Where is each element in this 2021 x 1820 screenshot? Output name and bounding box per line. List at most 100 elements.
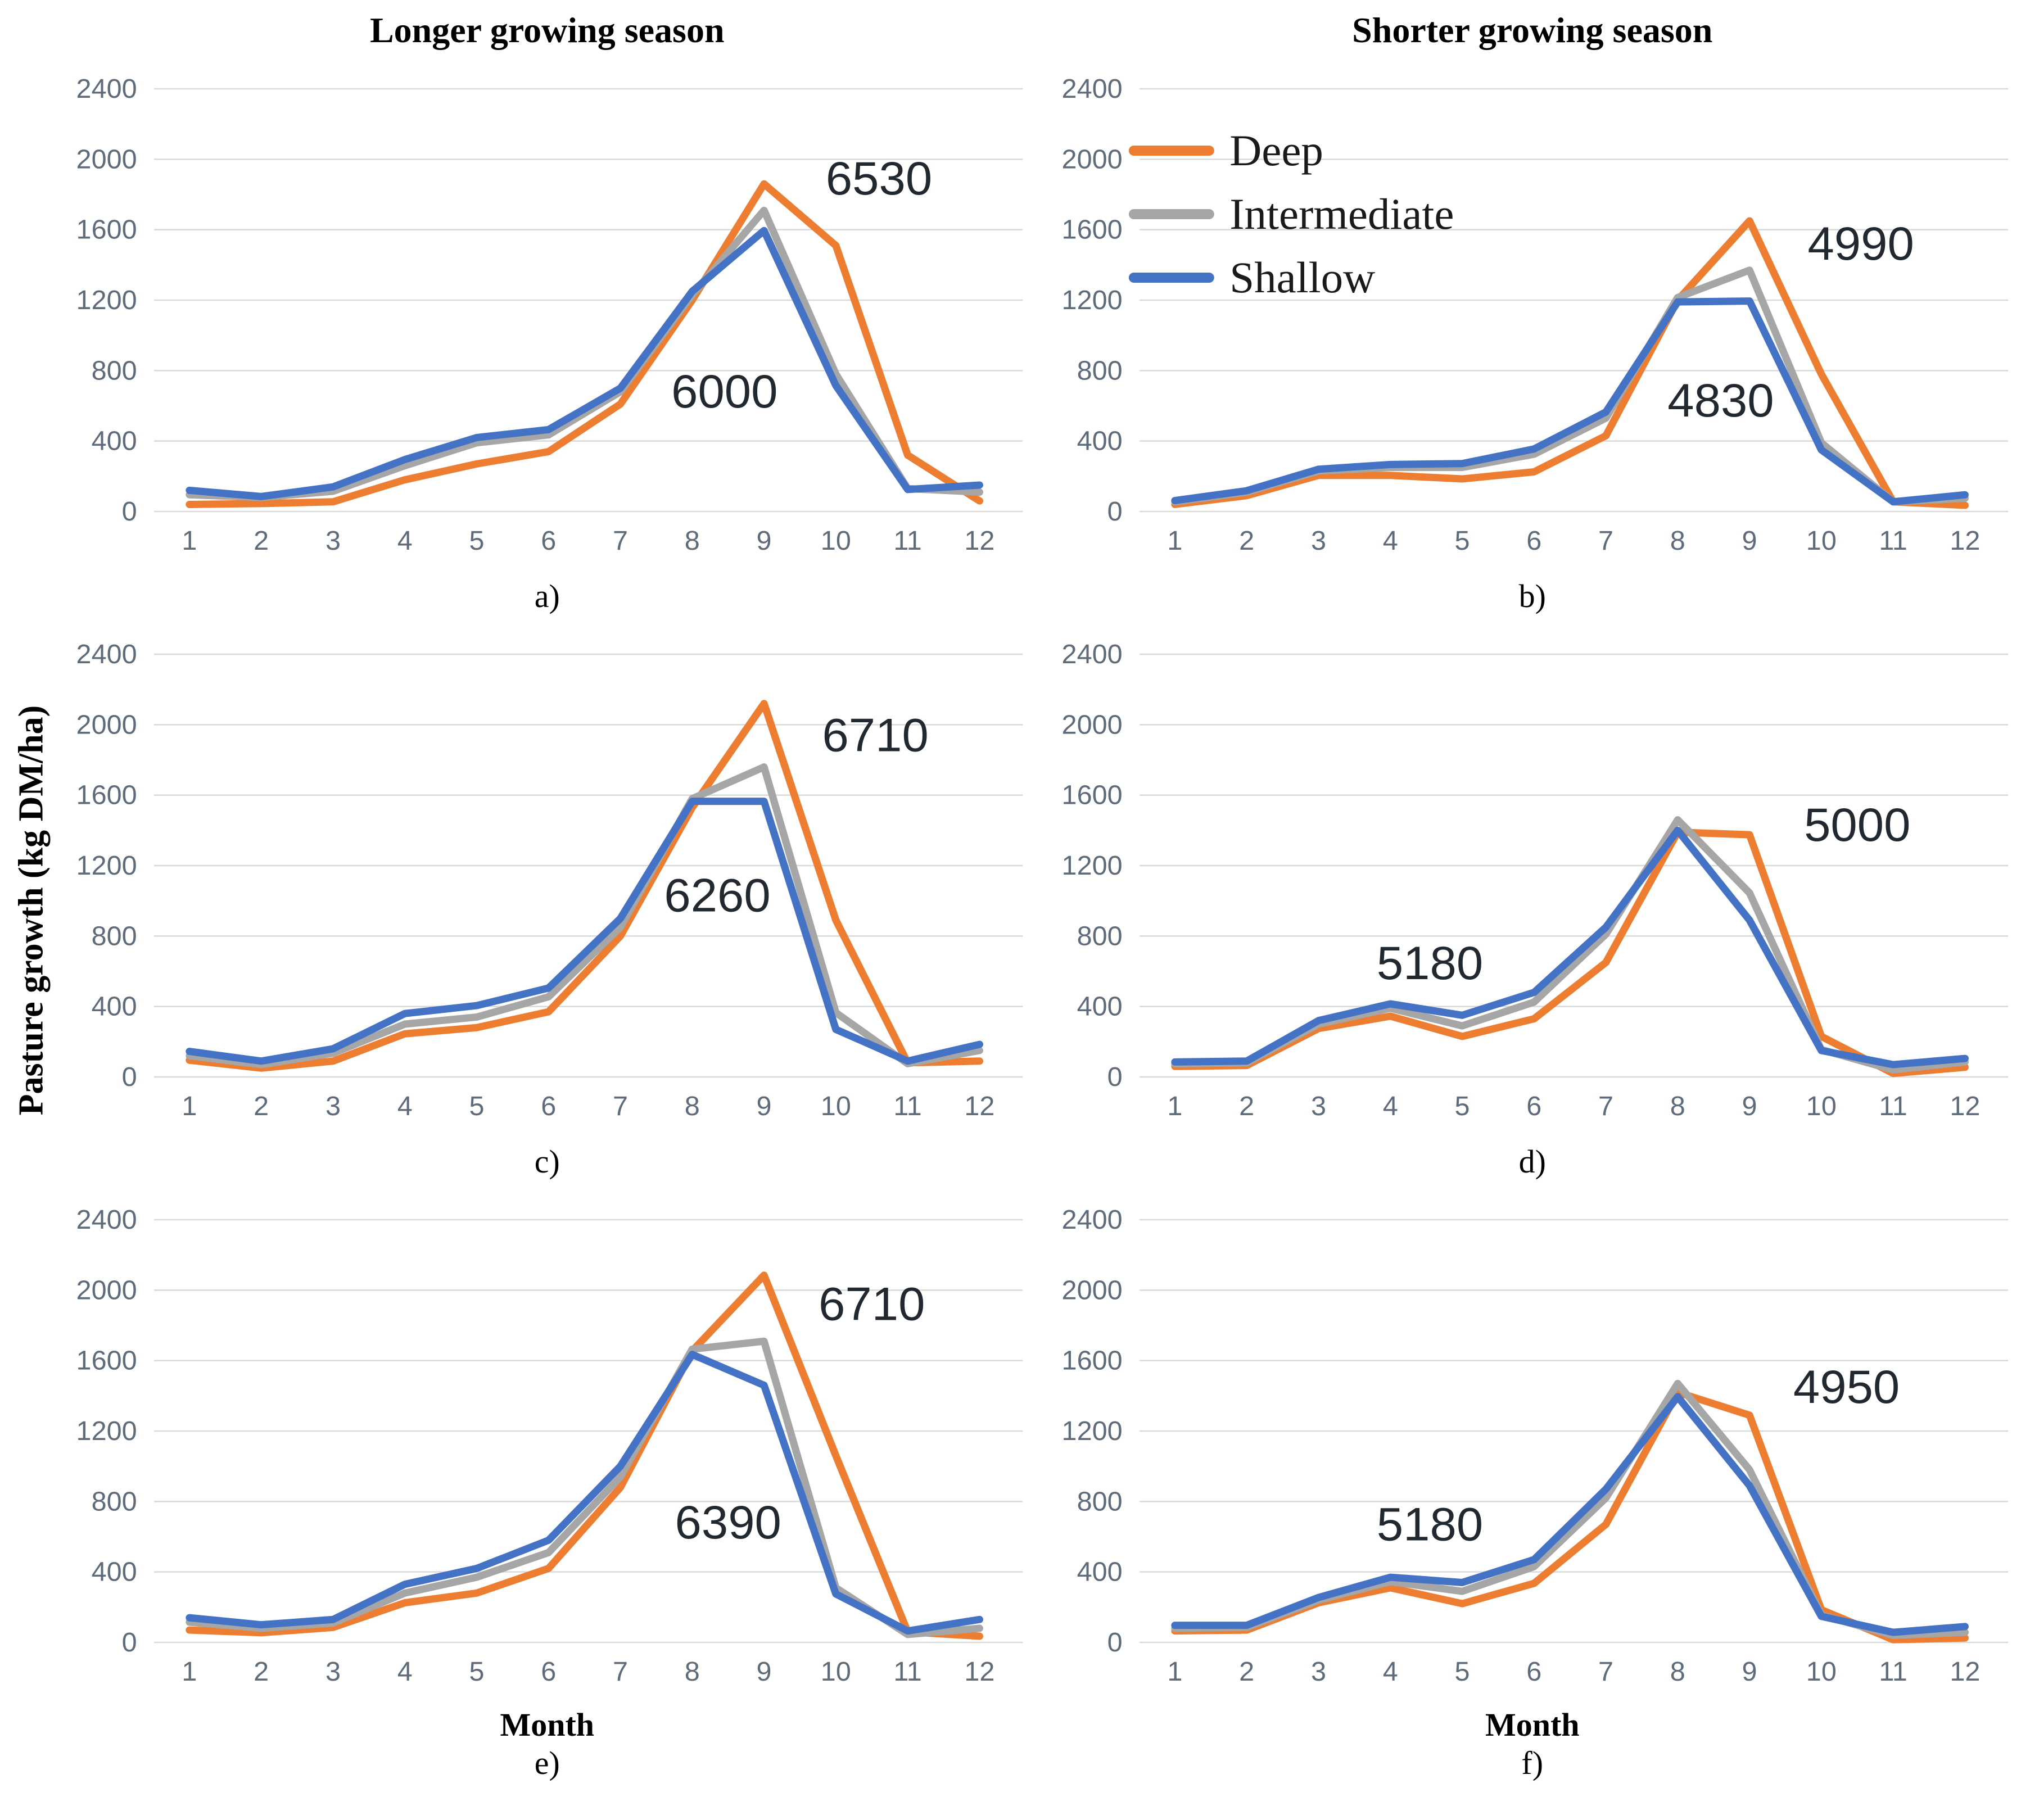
x-tick-label: 8 (1670, 526, 1685, 556)
y-tick-label: 1200 (1061, 850, 1122, 881)
y-tick-label: 1600 (76, 780, 137, 811)
x-tick-label: 6 (541, 1091, 556, 1121)
x-tick-label: 12 (1950, 526, 1980, 556)
legend-label-deep: Deep (1229, 126, 1323, 174)
series-line-shallow (1170, 297, 1969, 506)
x-tick-label: 6 (1526, 1091, 1541, 1121)
series-line-deep (186, 180, 983, 508)
x-tick-label: 1 (182, 1656, 197, 1687)
x-tick-label: 2 (1239, 526, 1254, 556)
x-tick-label: 7 (613, 1091, 628, 1121)
y-tick-label: 2400 (76, 1205, 137, 1235)
y-tick-label: 1200 (1061, 1416, 1122, 1446)
y-tick-label: 800 (92, 921, 137, 952)
chart-a: 0 400 800 1200 1600 2000 2400 1 2 3 4 5 6 7 8 9 10 11 12 65… (63, 55, 1032, 621)
x-tick-label: 2 (254, 1091, 269, 1121)
x-tick-label: 11 (1879, 1656, 1907, 1687)
y-tick-label: 0 (1107, 1062, 1122, 1092)
y-tick-label: 1600 (1061, 1346, 1122, 1376)
chart-f-x-axis-title: Month (1485, 1706, 1580, 1743)
chart-c-caption: c) (534, 1143, 560, 1180)
y-axis-label-strip: Pasture growth (kg DM/ha) (0, 0, 63, 1820)
y-tick-label: 1600 (1061, 215, 1122, 245)
annotation-5000: 5000 (1804, 798, 1910, 851)
chart-b-caption: b) (1518, 578, 1546, 614)
x-tick-label: 12 (964, 1656, 994, 1687)
x-tick-label: 5 (1454, 1656, 1470, 1687)
chart-e-caption: e) (534, 1745, 560, 1781)
y-tick-label: 400 (92, 992, 137, 1022)
y-tick-label: 2000 (76, 1275, 137, 1306)
y-tick-label: 800 (1077, 921, 1122, 952)
x-tick-label: 6 (1526, 526, 1541, 556)
annotation-5180: 5180 (1376, 1497, 1482, 1550)
y-tick-label: 0 (1107, 496, 1122, 527)
y-tick-label: 400 (1077, 1557, 1122, 1587)
x-tick-label: 5 (1454, 526, 1470, 556)
y-tick-label: 800 (1077, 356, 1122, 386)
x-tick-label: 8 (1670, 1091, 1685, 1121)
x-tick-label: 4 (1382, 526, 1398, 556)
x-tick-label: 2 (1239, 1656, 1254, 1687)
x-tick-label: 11 (893, 1656, 921, 1687)
chart-d: 0 400 800 1200 1600 2000 2400 1 2 3 4 5 6 7 8 9 10 11 12 51… (1048, 621, 2017, 1186)
series-line-shallow (1170, 1393, 1969, 1636)
y-tick-label: 0 (122, 496, 137, 527)
x-tick-label: 5 (469, 1656, 484, 1687)
x-tick-label: 2 (1239, 1091, 1254, 1121)
y-tick-label: 2000 (76, 144, 137, 175)
y-tick-label: 2000 (1061, 1275, 1122, 1306)
x-tick-label: 10 (821, 1091, 851, 1121)
x-tick-label: 3 (1310, 526, 1326, 556)
y-tick-label: 2400 (1061, 1205, 1122, 1235)
x-tick-label: 1 (1167, 1091, 1182, 1121)
annotation-6530: 6530 (826, 152, 932, 205)
annotation-6260: 6260 (664, 868, 770, 921)
x-tick-label: 3 (325, 1091, 341, 1121)
x-tick-label: 7 (1598, 1656, 1613, 1687)
x-tick-label: 4 (397, 1656, 413, 1687)
y-tick-label: 2000 (76, 710, 137, 740)
y-tick-label: 800 (92, 1487, 137, 1517)
series-line-intermediate (186, 1337, 983, 1638)
legend-label-intermediate: Intermediate (1229, 189, 1454, 238)
x-tick-label: 11 (1879, 526, 1907, 556)
x-tick-label: 10 (1806, 1656, 1836, 1687)
chart-d-caption: d) (1518, 1143, 1546, 1180)
annotation-4950: 4950 (1793, 1360, 1899, 1412)
chart-e-x-axis-title: Month (500, 1706, 595, 1743)
column-longer-growing-season: Longer growing season 0 400 800 1200 1600 200… (63, 6, 1032, 1787)
series-line-shallow (186, 1351, 983, 1635)
annotation-4990: 4990 (1807, 216, 1914, 269)
y-tick-label: 2400 (1061, 74, 1122, 104)
x-tick-label: 4 (1382, 1656, 1398, 1687)
y-axis-label: Pasture growth (kg DM/ha) (12, 705, 51, 1115)
chart-b: 0 400 800 1200 1600 2000 2400 1 2 3 4 5 6 7 8 9 10 11 12 49… (1048, 55, 2017, 621)
y-tick-label: 800 (1077, 1487, 1122, 1517)
x-tick-label: 12 (964, 526, 994, 556)
series-line-shallow (1170, 826, 1969, 1069)
y-tick-label: 0 (122, 1627, 137, 1658)
x-tick-label: 8 (1670, 1656, 1685, 1687)
chart-c: 0 400 800 1200 1600 2000 2400 1 2 3 4 5 6 7 8 9 10 11 12 67… (63, 621, 1032, 1186)
x-tick-label: 6 (541, 1656, 556, 1687)
x-tick-label: 3 (325, 526, 341, 556)
legend-label-shallow: Shallow (1229, 253, 1375, 301)
x-tick-label: 9 (1742, 1656, 1757, 1687)
x-tick-label: 10 (821, 1656, 851, 1687)
x-tick-label: 9 (757, 526, 772, 556)
x-tick-label: 1 (1167, 526, 1182, 556)
series-line-intermediate (186, 206, 983, 501)
y-tick-label: 2000 (1061, 710, 1122, 740)
series-line-intermediate (1170, 1379, 1969, 1639)
x-tick-label: 8 (685, 1656, 700, 1687)
x-tick-label: 12 (964, 1091, 994, 1121)
y-tick-label: 2400 (76, 639, 137, 669)
chart-a-caption: a) (534, 578, 560, 614)
series-line-deep (186, 1271, 983, 1640)
x-tick-label: 7 (1598, 1091, 1613, 1121)
